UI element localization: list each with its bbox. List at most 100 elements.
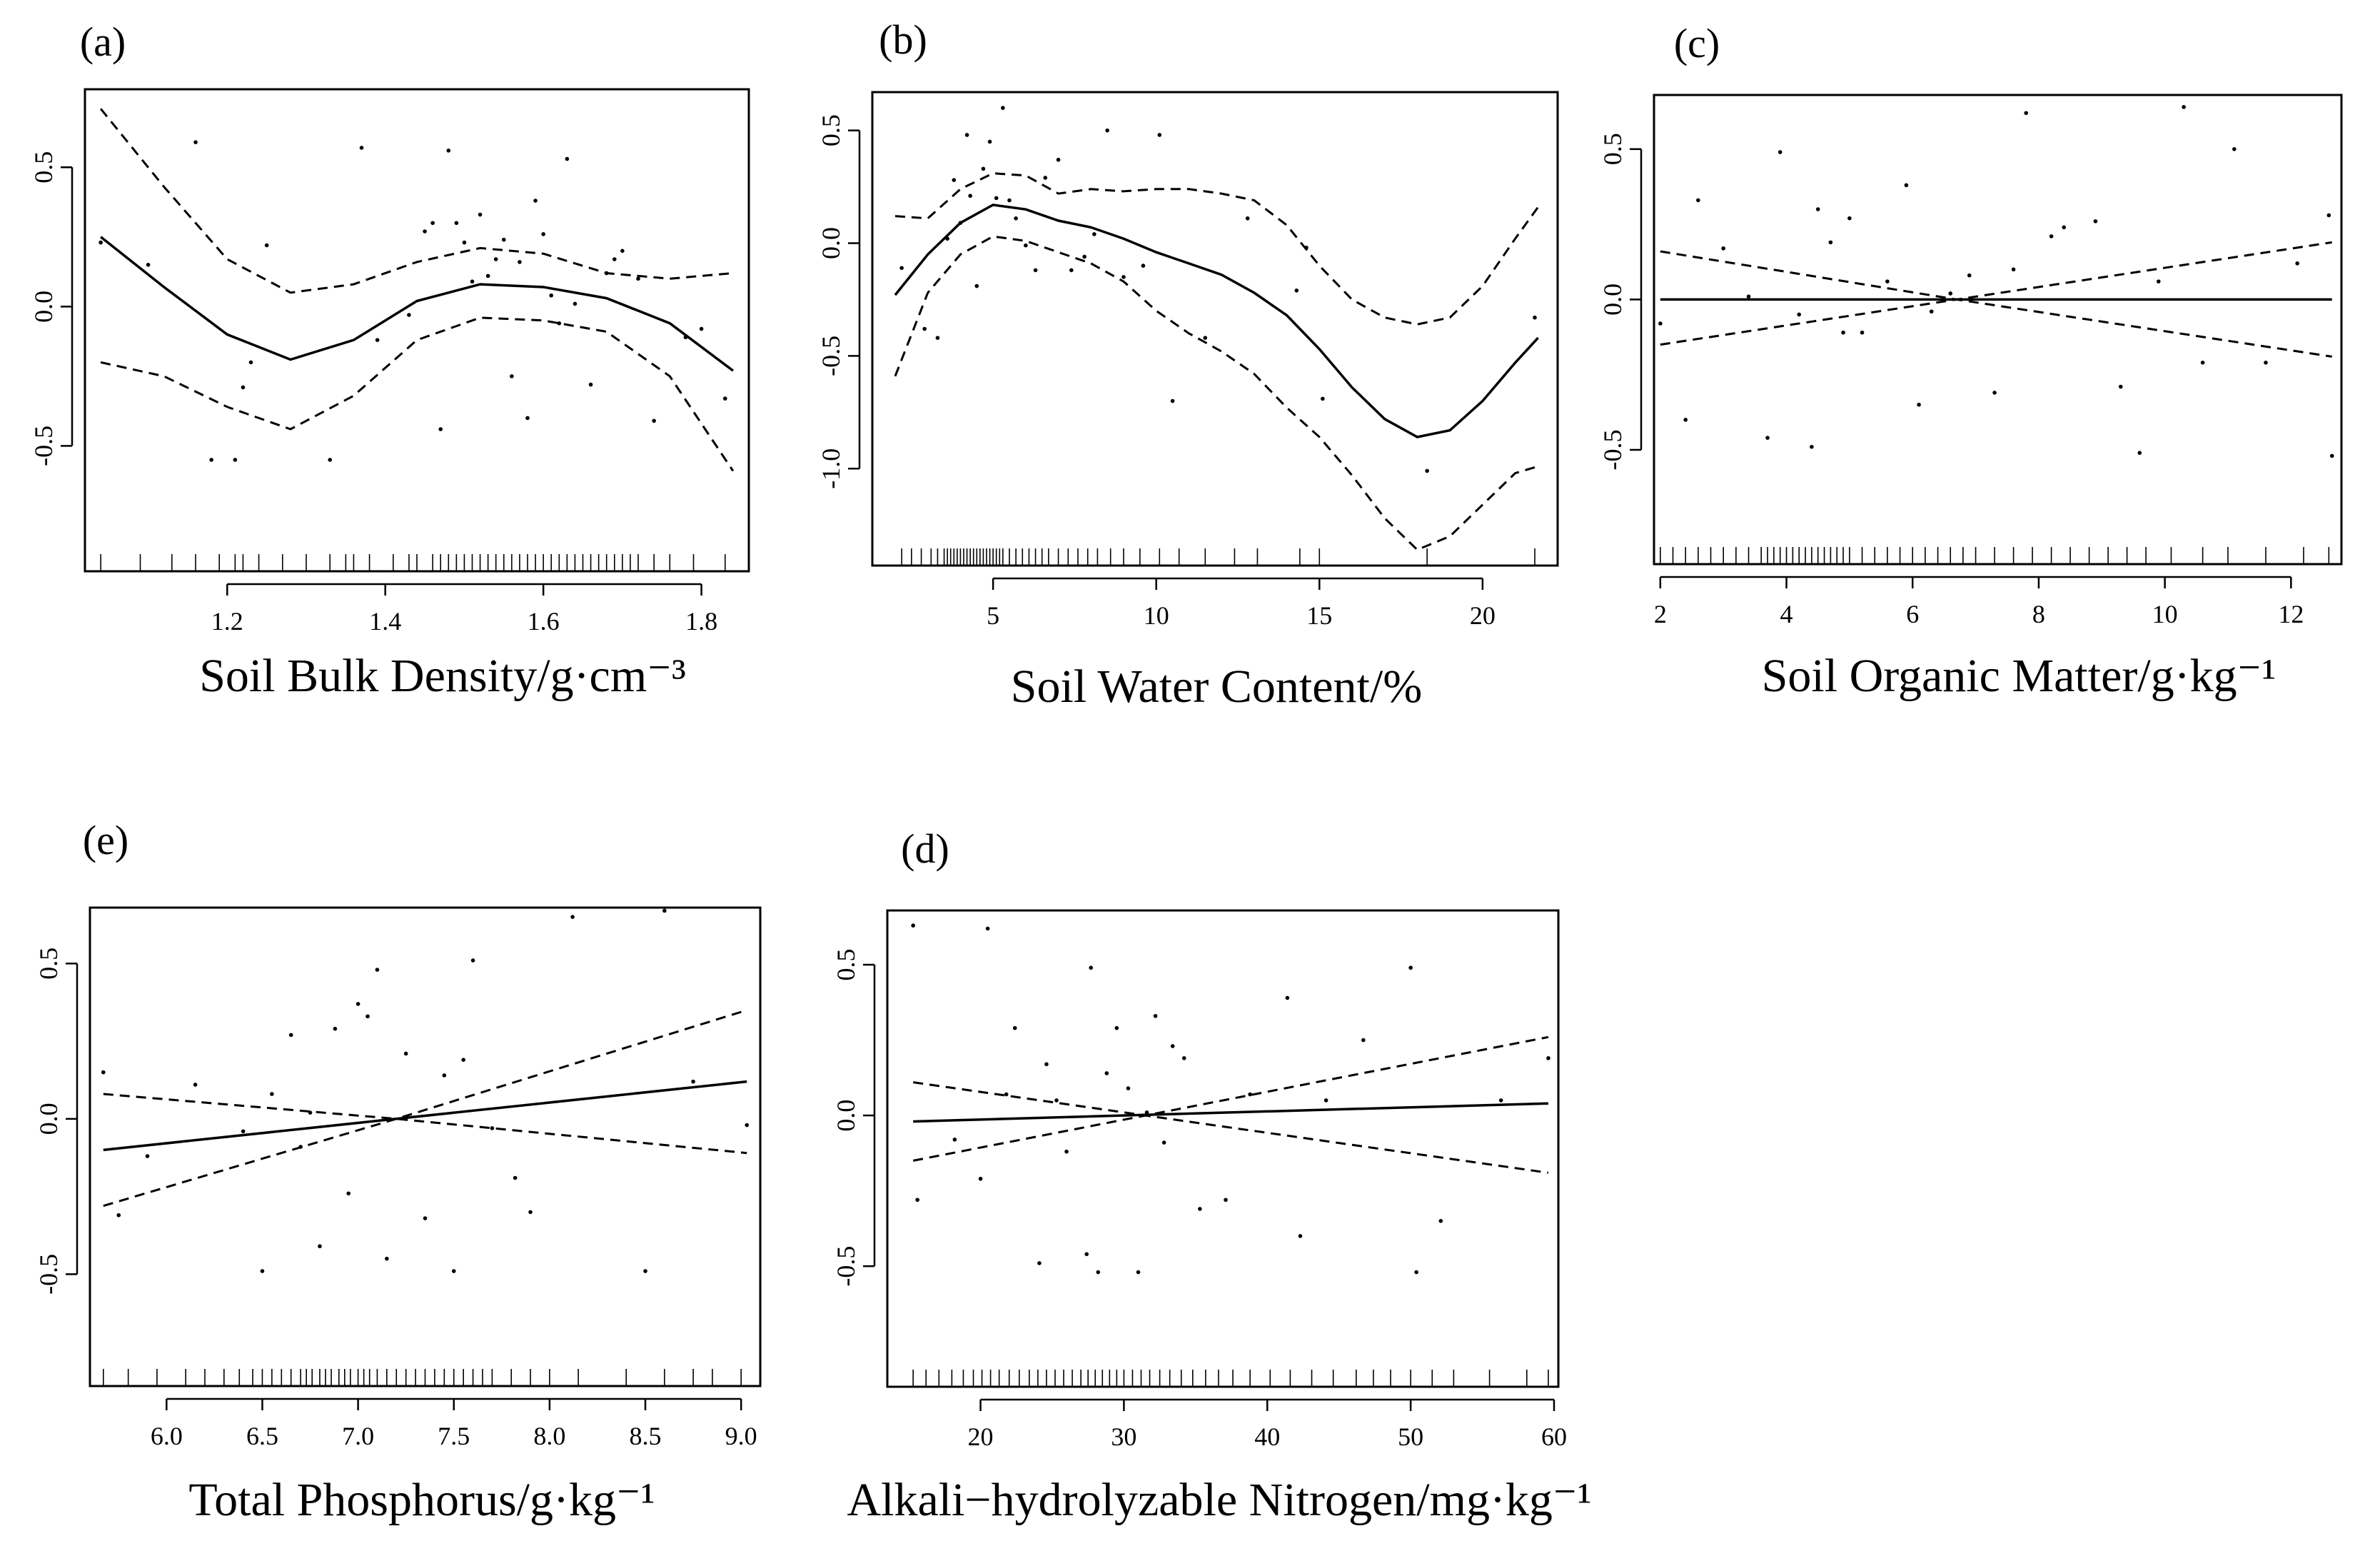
x-tick-label: 8.5: [630, 1422, 662, 1450]
residual-point: [683, 335, 688, 340]
x-tick-label: 6: [1906, 600, 1919, 628]
residual-point: [612, 257, 617, 261]
residual-point: [945, 236, 949, 241]
residual-point: [423, 1216, 428, 1220]
residual-point: [116, 1213, 121, 1218]
residual-point: [570, 915, 575, 919]
x-axis-title: Soil Organic Matter/g·kg⁻¹: [1762, 650, 2276, 702]
x-tick-label: 60: [1541, 1422, 1567, 1451]
residual-point: [1198, 1207, 1202, 1211]
residual-point: [493, 257, 498, 261]
residual-point: [2329, 453, 2334, 458]
residual-point: [1144, 1110, 1149, 1115]
lower-ci-curve: [103, 1093, 747, 1155]
residual-point: [1658, 321, 1663, 326]
residual-point: [1546, 1056, 1550, 1060]
y-tick-label: -0.5: [832, 1246, 860, 1287]
residual-point: [565, 156, 570, 161]
y-tick-label: 0.5: [29, 151, 58, 184]
x-tick-label: 7.0: [342, 1422, 374, 1450]
residual-point: [308, 1110, 313, 1115]
residual-point: [359, 146, 364, 150]
residual-point: [1007, 198, 1012, 203]
residual-point: [1082, 254, 1086, 259]
residual-point: [1136, 1270, 1141, 1275]
residual-point: [1765, 436, 1770, 440]
residual-point: [2264, 361, 2268, 365]
panel-e: (e) 6.0 6.5 7.0 7.5 8.0 8.5 9.0 Total Phosphorus…: [34, 817, 762, 1526]
residual-point: [2049, 234, 2054, 239]
plot-frame: [871, 91, 1559, 567]
x-tick-label: 8.0: [533, 1422, 565, 1450]
residual-point: [451, 1269, 456, 1273]
x-tick-label: 30: [1111, 1422, 1136, 1451]
y-tick-label: 0.0: [832, 1100, 860, 1132]
residual-point: [958, 221, 963, 225]
x-tick-label: 40: [1254, 1422, 1280, 1451]
residual-point: [1904, 183, 1909, 188]
residual-point: [1004, 1092, 1009, 1097]
upper-ci-curve: [912, 1035, 1549, 1162]
y-tick-label: 0.0: [817, 227, 845, 259]
residual-point: [1245, 216, 1250, 221]
residual-point: [1037, 1261, 1042, 1265]
residual-point: [1498, 1098, 1503, 1103]
residual-point: [2326, 213, 2331, 218]
residual-point: [935, 336, 940, 340]
residual-point: [501, 237, 506, 242]
y-tick-label: -1.0: [817, 448, 845, 489]
residual-point: [1170, 1044, 1175, 1048]
residual-point: [2024, 111, 2029, 116]
residual-point: [423, 229, 427, 234]
residual-point: [193, 140, 198, 144]
residual-point: [470, 279, 475, 284]
residual-point: [209, 458, 213, 462]
residual-point: [985, 926, 990, 931]
residual-point: [974, 283, 979, 288]
residual-point: [454, 221, 459, 226]
y-tick-label: 0.5: [1598, 133, 1627, 165]
residual-point: [1001, 106, 1005, 110]
residual-point: [1121, 275, 1126, 279]
residual-point: [2232, 147, 2237, 151]
x-tick-label: 20: [968, 1422, 994, 1451]
y-tick-label: 0.0: [34, 1103, 63, 1135]
y-tick-label: -0.5: [34, 1254, 63, 1295]
residual-point: [241, 1129, 246, 1134]
residual-point: [375, 338, 380, 342]
residual-point: [1105, 128, 1109, 133]
residual-point: [333, 1026, 338, 1031]
residual-point: [1361, 1038, 1366, 1043]
residual-point: [1054, 1098, 1059, 1103]
residual-point: [1414, 1270, 1418, 1275]
residual-point: [1141, 263, 1146, 268]
residual-point: [1294, 288, 1299, 293]
residual-point: [541, 232, 545, 236]
residual-point: [462, 240, 467, 245]
residual-point: [981, 166, 986, 171]
residual-point: [518, 260, 522, 264]
residual-point: [1860, 330, 1865, 335]
residual-point: [99, 240, 103, 245]
residual-point: [407, 313, 411, 317]
residual-point: [298, 1145, 303, 1149]
y-tick-label: 0.5: [832, 948, 860, 980]
residual-point: [911, 923, 915, 928]
residual-point: [2156, 279, 2161, 283]
residual-point: [288, 1033, 293, 1038]
residual-point: [978, 1176, 983, 1181]
residual-point: [1092, 232, 1096, 236]
residual-point: [952, 1138, 957, 1142]
fitted-curve: [103, 1080, 747, 1152]
panel-title: (d): [901, 825, 949, 872]
x-tick-label: 4: [1780, 600, 1793, 628]
y-tick-label: -0.5: [817, 336, 845, 376]
residual-point: [1533, 315, 1537, 320]
y-tick-label: 0.0: [1598, 283, 1627, 316]
residual-point: [1153, 1013, 1158, 1018]
residual-point: [533, 199, 538, 203]
residual-point: [1683, 418, 1688, 422]
residual-point: [461, 1058, 465, 1062]
residual-point: [1298, 1234, 1303, 1238]
x-tick-label: 15: [1306, 601, 1332, 630]
